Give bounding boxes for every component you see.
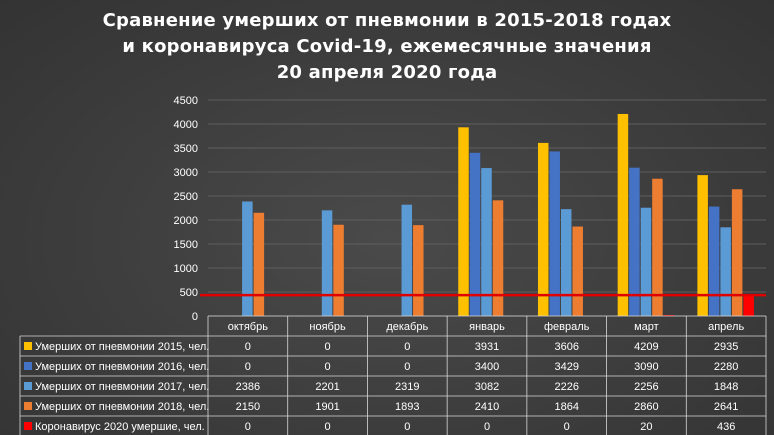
category-label: апрель bbox=[708, 321, 744, 333]
bar bbox=[640, 207, 652, 316]
bar bbox=[549, 151, 560, 316]
bars bbox=[242, 113, 754, 316]
bar bbox=[413, 225, 424, 316]
y-tick-label: 2500 bbox=[174, 191, 198, 203]
bar bbox=[708, 206, 720, 316]
y-tick-label: 1500 bbox=[174, 239, 198, 251]
bar bbox=[629, 167, 640, 316]
bar bbox=[333, 224, 344, 316]
bar bbox=[537, 142, 549, 316]
data-label: 2256 bbox=[634, 381, 658, 393]
bar bbox=[617, 113, 629, 316]
data-label: 20 bbox=[640, 421, 652, 433]
data-label: 0 bbox=[245, 361, 251, 373]
series-name: Коронавирус 2020 умершие, чел. bbox=[35, 421, 205, 433]
data-label: 4209 bbox=[634, 341, 658, 353]
y-tick-label: 1000 bbox=[174, 263, 198, 275]
category-label: декабрь bbox=[386, 321, 428, 333]
data-label: 2201 bbox=[315, 381, 339, 393]
category-label: март bbox=[634, 321, 659, 333]
category-label: ноябрь bbox=[309, 321, 346, 333]
y-tick-label: 4500 bbox=[174, 95, 198, 107]
legend-key bbox=[24, 402, 32, 410]
bar bbox=[492, 200, 504, 316]
data-label: 2150 bbox=[236, 401, 260, 413]
data-label: 0 bbox=[245, 421, 251, 433]
bar bbox=[652, 178, 663, 316]
data-label: 3931 bbox=[475, 341, 499, 353]
legend-key bbox=[24, 422, 32, 430]
bar bbox=[321, 210, 333, 316]
y-tick-label: 2000 bbox=[174, 215, 198, 227]
data-label: 3082 bbox=[475, 381, 499, 393]
data-label: 2226 bbox=[554, 381, 578, 393]
series-name: Умерших от пневмонии 2015, чел. bbox=[35, 341, 209, 353]
data-label: 3090 bbox=[634, 361, 658, 373]
bar bbox=[253, 212, 265, 316]
data-label: 0 bbox=[564, 421, 570, 433]
y-tick-label: 3000 bbox=[174, 167, 198, 179]
bar bbox=[481, 168, 492, 316]
data-label: 0 bbox=[245, 341, 251, 353]
chart-title-line-2: и коронавируса Covid-19, ежемесячные зна… bbox=[122, 36, 652, 57]
data-table: октябрь ноябрь декабрь январь февраль март апр… bbox=[19, 315, 767, 435]
data-label: 0 bbox=[325, 361, 331, 373]
data-label: 0 bbox=[325, 421, 331, 433]
data-label: 2935 bbox=[714, 341, 738, 353]
chart-title-line-3: 20 апреля 2020 года bbox=[276, 62, 498, 83]
y-tick-label: 0 bbox=[192, 311, 198, 323]
data-label: 2386 bbox=[236, 381, 260, 393]
category-label: февраль bbox=[544, 321, 590, 333]
data-label: 1848 bbox=[714, 381, 738, 393]
data-label: 0 bbox=[325, 341, 331, 353]
bar bbox=[720, 227, 731, 316]
chart-title-line-1: Сравнение умерших от пневмонии в 2015-20… bbox=[102, 10, 672, 31]
data-label: 1893 bbox=[395, 401, 419, 413]
bar bbox=[560, 209, 572, 316]
y-axis: 0 500 1000 1500 2000 2500 3000 3500 4000 4500 bbox=[174, 95, 198, 323]
data-label: 3400 bbox=[475, 361, 499, 373]
data-label: 2280 bbox=[714, 361, 738, 373]
legend-key bbox=[24, 362, 32, 370]
series-name: Умерших от пневмонии 2017, чел. bbox=[35, 381, 209, 393]
bar bbox=[697, 175, 708, 316]
y-tick-label: 500 bbox=[180, 287, 198, 299]
legend-key bbox=[24, 342, 32, 350]
data-label: 1864 bbox=[554, 401, 578, 413]
legend-key bbox=[24, 382, 32, 390]
chart-title: Сравнение умерших от пневмонии в 2015-20… bbox=[0, 8, 774, 86]
category-label: январь bbox=[469, 321, 505, 333]
data-label: 0 bbox=[484, 421, 490, 433]
data-label: 2319 bbox=[395, 381, 419, 393]
data-label: 0 bbox=[404, 341, 410, 353]
bar bbox=[458, 127, 469, 316]
data-label: 2860 bbox=[634, 401, 658, 413]
y-tick-label: 4000 bbox=[174, 119, 198, 131]
bar bbox=[731, 189, 743, 316]
bar bbox=[401, 204, 413, 316]
data-label: 3429 bbox=[554, 361, 578, 373]
data-label: 436 bbox=[717, 421, 735, 433]
bar bbox=[572, 226, 583, 316]
series-name: Умерших от пневмонии 2016, чел. bbox=[35, 361, 209, 373]
data-label: 0 bbox=[404, 421, 410, 433]
data-label: 0 bbox=[404, 361, 410, 373]
data-label: 3606 bbox=[554, 341, 578, 353]
y-tick-label: 3500 bbox=[174, 143, 198, 155]
category-label: октябрь bbox=[228, 321, 268, 333]
bar bbox=[663, 315, 675, 316]
data-label: 2410 bbox=[475, 401, 499, 413]
series-name: Умерших от пневмонии 2018, чел. bbox=[35, 401, 209, 413]
data-label: 2641 bbox=[714, 401, 738, 413]
data-label: 1901 bbox=[315, 401, 339, 413]
bar bbox=[242, 201, 253, 316]
bar bbox=[469, 152, 481, 316]
bar bbox=[743, 295, 754, 316]
